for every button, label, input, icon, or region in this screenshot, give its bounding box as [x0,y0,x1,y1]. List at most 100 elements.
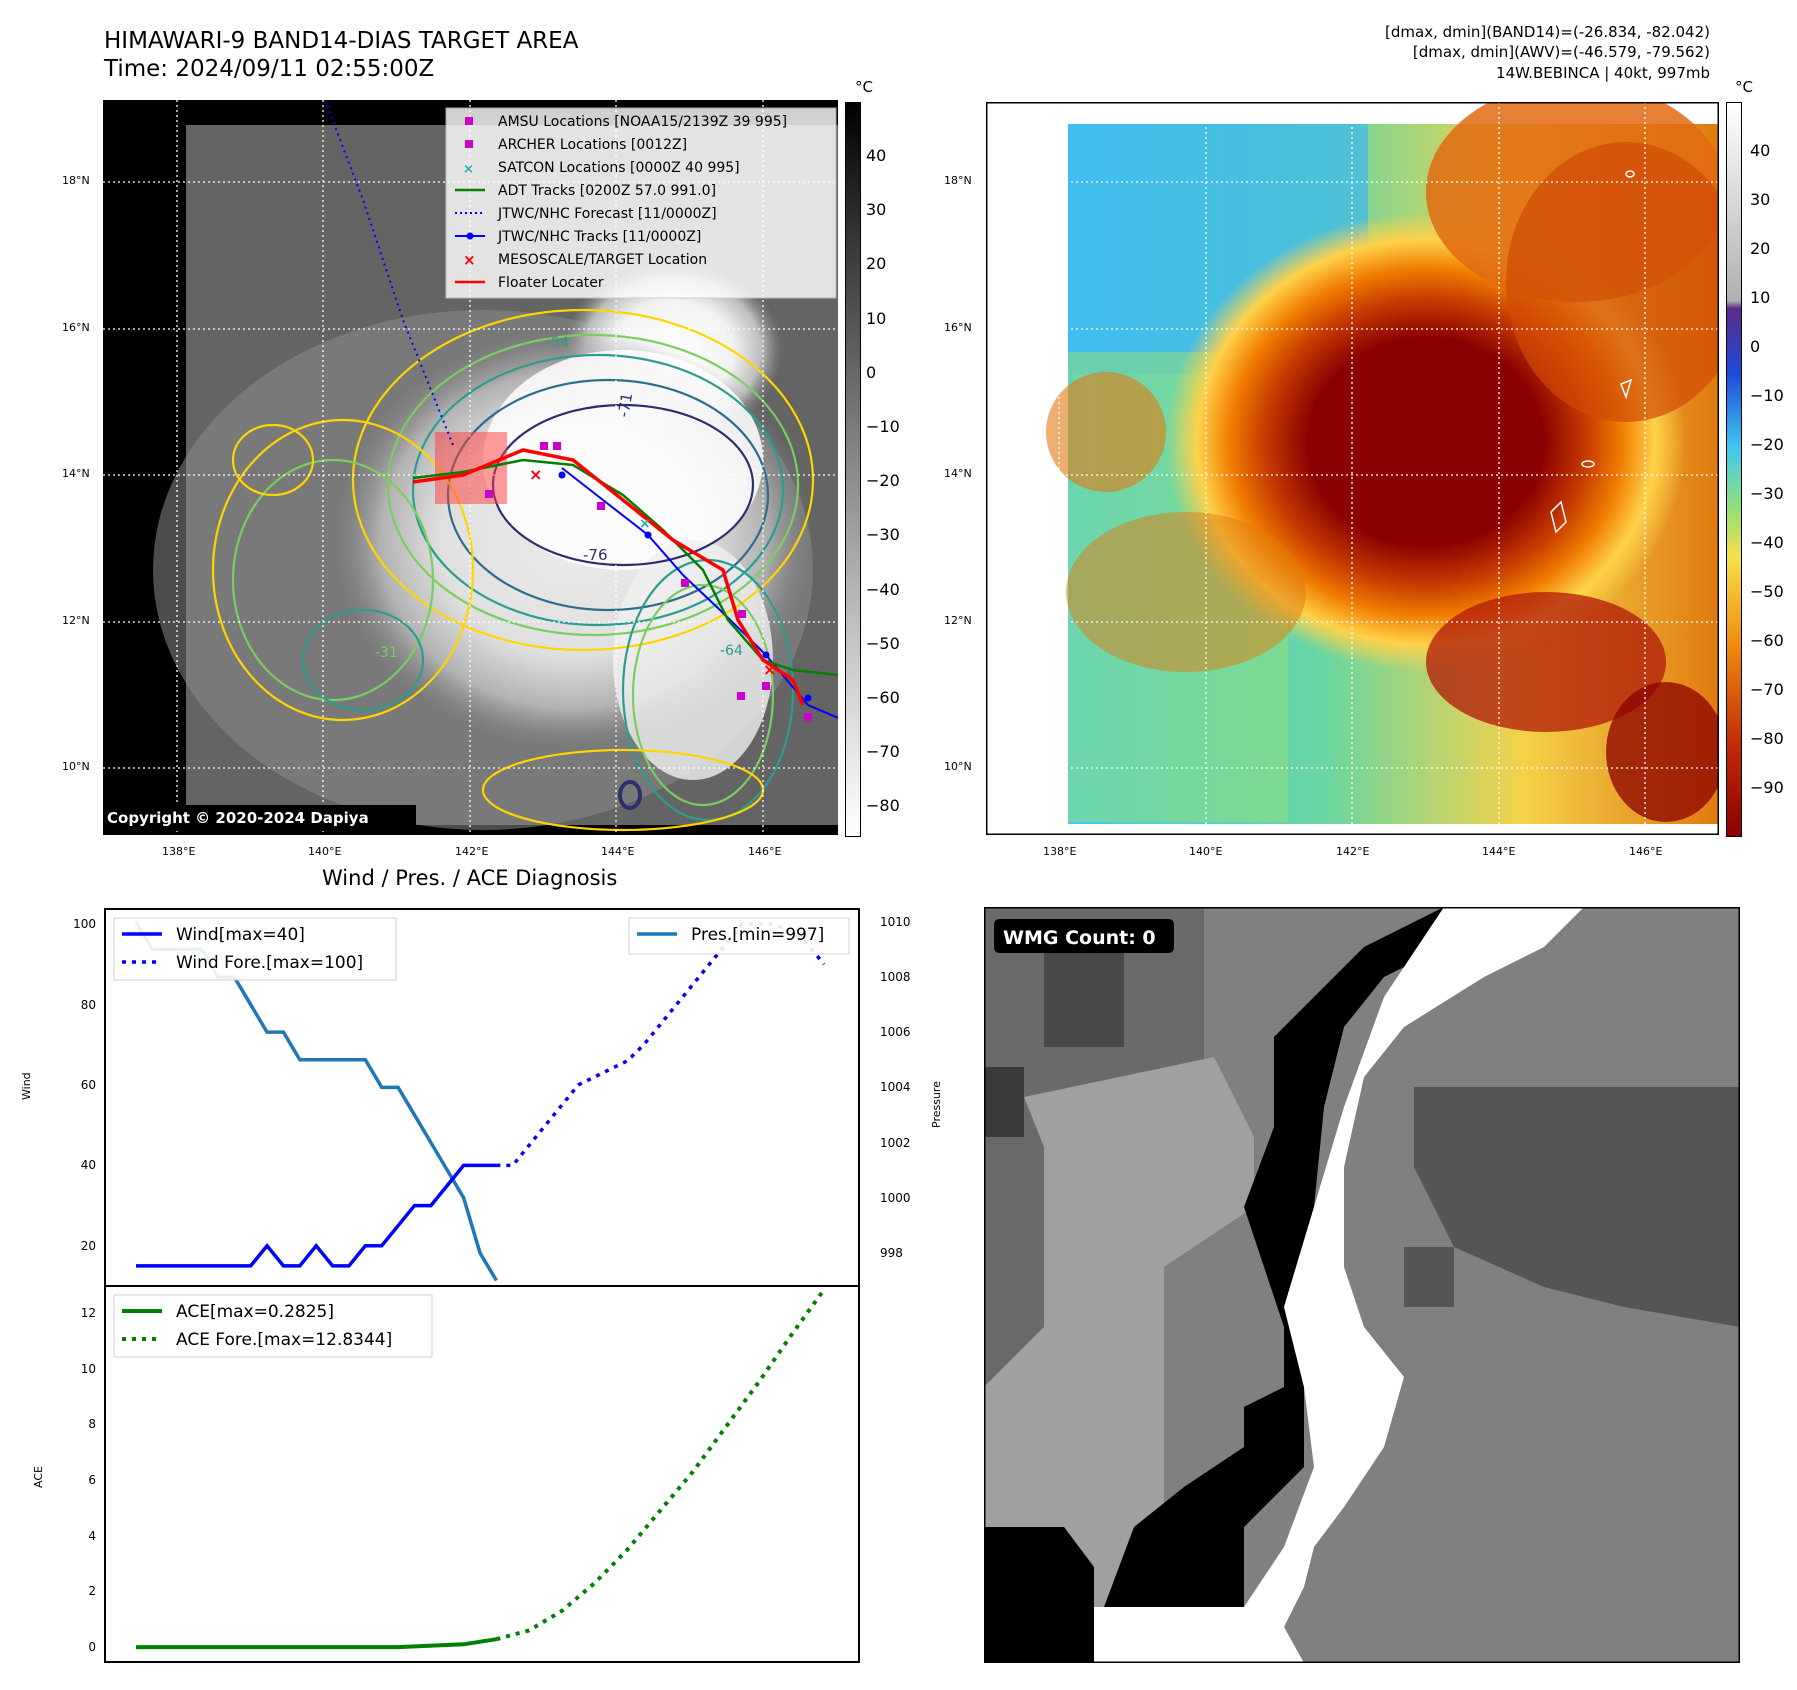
lat-label: 10°N [944,760,972,773]
colorbar-tick: −40 [866,579,900,599]
lat-label: 16°N [944,321,972,334]
wind-ylabel: Wind [20,1072,33,1100]
colorbar-tick: −80 [1750,729,1784,748]
contour-label: -31 [375,645,398,661]
ace-tick-label: 4 [88,1528,96,1543]
colorbar-tick: 30 [1750,190,1771,209]
right-map [986,102,1719,835]
wmg-count-badge: WMG Count: 0 [1003,927,1156,949]
pressure-tick-label: 1000 [880,1190,911,1205]
lon-label: 144°E [601,845,635,858]
colorbar-tick: −10 [1750,386,1784,405]
colorbar-tick: −40 [1750,533,1784,552]
lat-label: 18°N [62,174,90,187]
lon-label: 140°E [1189,845,1223,858]
wind-line [136,1163,497,1268]
svg-text:×: × [529,465,542,484]
left-map: -76 -71 -54 -31 -64 × × × [103,100,838,835]
colorbar-unit: °C [1735,78,1753,96]
colorbar-tick: 20 [866,254,887,274]
lat-label: 10°N [62,760,90,773]
colorbar-tick: 20 [1750,239,1771,258]
lat-label: 18°N [944,174,972,187]
wind-tick-label: 40 [80,1158,96,1173]
lon-label: 142°E [1336,845,1370,858]
wind-tick-label: 100 [73,917,96,932]
colorbar-tick: −50 [866,633,900,653]
wind-tick-label: 80 [80,997,96,1012]
legend-archer: ARCHER Locations [0012Z] [498,137,687,153]
colorbar-tick: −30 [1750,484,1784,503]
colorbar-tick: −70 [866,742,900,762]
ace-legend [113,1294,433,1358]
wmg-panel: WMG Count: 0 [984,907,1740,1663]
legend-pres-label: Pres.[min=997] [691,925,824,945]
info-line-1: [dmax, dmin](BAND14)=(-26.834, -82.042) [1385,23,1710,41]
wind-panel-title: Wind / Pres. / ACE Diagnosis [322,866,618,890]
legend-ace-fore-label: ACE Fore.[max=12.8344] [176,1330,392,1350]
colorbar-tick: 10 [1750,288,1771,307]
colorbar-unit: °C [855,78,873,96]
right-colorbar [1726,102,1742,837]
lon-label: 146°E [1629,845,1663,858]
plot-frame [104,908,860,1288]
legend-mesoscale: MESOSCALE/TARGET Location [498,252,707,268]
lat-label: 16°N [62,321,90,334]
colorbar-tick: −60 [866,688,900,707]
ace-tick-label: 0 [88,1640,96,1655]
legend-amsu: AMSU Locations [NOAA15/2139Z 39 995] [498,114,787,130]
contour-label: -71 [614,391,636,418]
contour-label: -54 [546,335,569,351]
pressure-tick-label: 1006 [880,1025,911,1040]
wind-tick-label: 20 [80,1238,96,1253]
ace-tick-label: 2 [88,1584,96,1599]
lon-label: 140°E [308,845,342,858]
colorbar-tick: −60 [1750,631,1784,650]
ace-forecast-line [495,1288,826,1642]
contour-label: -76 [583,546,608,564]
wind-tick-label: 60 [80,1077,96,1092]
colorbar-tick: 40 [1750,141,1771,160]
svg-text:×: × [463,251,476,269]
colorbar-tick: 0 [1750,337,1761,356]
lat-label: 14°N [62,467,90,480]
pressure-ylabel: Pressure [930,1081,943,1128]
lon-label: 144°E [1482,845,1516,858]
colorbar-tick: 0 [866,362,877,382]
copyright: Copyright © 2020-2024 Dapiya [107,809,369,827]
colorbar-tick: −50 [1750,582,1784,601]
colorbar-tick: −80 [866,796,900,816]
legend-wind-fore-label: Wind Fore.[max=100] [176,953,363,973]
colorbar-tick: −20 [866,471,900,491]
colorbar-tick: −70 [1750,680,1784,699]
ace-ylabel: ACE [32,1466,45,1488]
svg-text:×: × [763,660,776,679]
figure-time: Time: 2024/09/11 02:55:00Z [104,56,435,82]
pressure-legend [628,917,850,955]
pressure-tick-label: 1010 [880,914,911,929]
lat-label: 12°N [62,614,90,627]
lon-label: 142°E [455,845,489,858]
legend-satcon: SATCON Locations [0000Z 40 995] [498,160,740,176]
lon-label: 138°E [1043,845,1077,858]
colorbar-tick: −20 [1750,435,1784,454]
left-colorbar [845,102,861,837]
colorbar-tick: −10 [866,417,900,436]
ace-tick-label: 12 [80,1305,96,1320]
wind-legend [113,917,397,981]
svg-text:×: × [463,162,474,177]
legend-adt: ADT Tracks [0200Z 57.0 991.0] [498,183,716,199]
lat-label: 14°N [944,467,972,480]
ace-tick-label: 10 [80,1361,96,1376]
lon-label: 138°E [162,845,196,858]
ace-line [136,1637,497,1650]
ace-tick-label: 8 [88,1417,96,1432]
legend-jtwc-forecast: JTWC/NHC Forecast [11/0000Z] [497,206,717,222]
lat-label: 12°N [944,614,972,627]
ace-tick-label: 6 [88,1472,96,1487]
contour-label: -64 [720,643,743,659]
ace-chart: ACE[max=0.2825] ACE Fore.[max=12.8344] [104,1285,860,1663]
pressure-tick-label: 1008 [880,969,911,984]
info-line-3: 14W.BEBINCA | 40kt, 997mb [1496,64,1710,82]
legend-ace-label: ACE[max=0.2825] [176,1302,334,1322]
